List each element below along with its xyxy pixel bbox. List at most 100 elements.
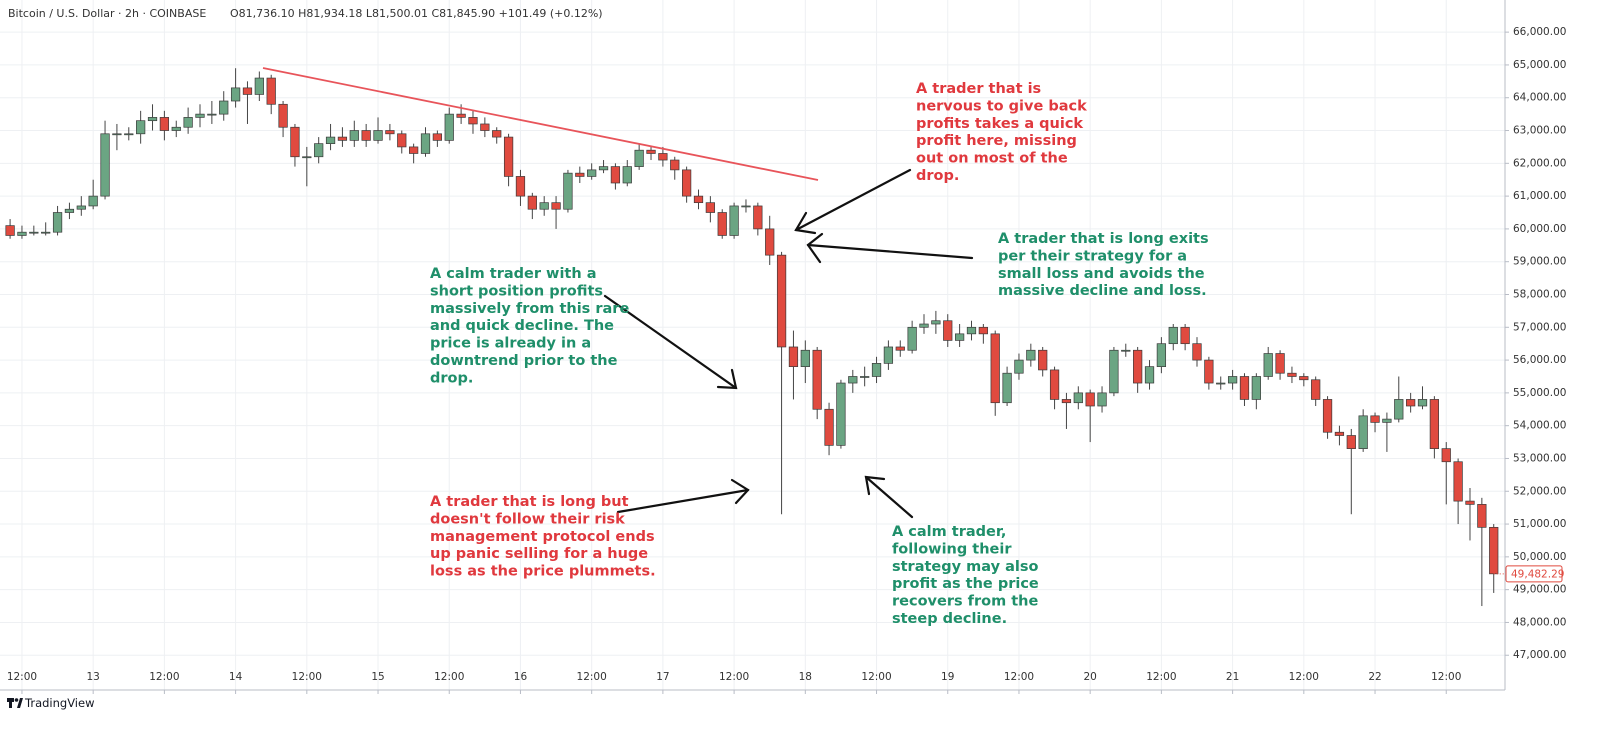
candle-body bbox=[978, 326, 988, 335]
candle-body bbox=[183, 117, 193, 128]
annotation-line: profit here, missing bbox=[916, 133, 1077, 149]
candle-body bbox=[800, 349, 810, 367]
candle-body bbox=[1180, 326, 1190, 345]
y-tick-label: 52,000.00 bbox=[1513, 485, 1566, 497]
candle-body bbox=[385, 130, 395, 135]
candle-body bbox=[1311, 379, 1321, 400]
candle-body bbox=[765, 228, 775, 256]
arrows bbox=[603, 168, 974, 519]
candle-body bbox=[824, 408, 834, 446]
candle-body bbox=[88, 195, 98, 207]
grid bbox=[0, 0, 1505, 690]
candle-body bbox=[895, 346, 905, 351]
y-tick-label: 62,000.00 bbox=[1513, 157, 1566, 169]
y-tick-label: 60,000.00 bbox=[1513, 223, 1566, 235]
candle-body bbox=[1453, 461, 1463, 502]
candle-body bbox=[990, 333, 1000, 404]
candle-body bbox=[1133, 349, 1143, 384]
candle-body bbox=[17, 231, 27, 236]
candle-body bbox=[587, 169, 597, 177]
candle-body bbox=[705, 202, 715, 213]
annotation-line: A trader that is bbox=[916, 81, 1041, 97]
candle-body bbox=[836, 382, 846, 446]
x-tick-label: 16 bbox=[514, 671, 528, 683]
candle-body bbox=[1358, 415, 1368, 449]
candle-body bbox=[598, 166, 609, 171]
candle-body bbox=[409, 146, 419, 154]
brand-logo bbox=[14, 698, 19, 702]
candle-body bbox=[1073, 392, 1083, 404]
y-tick-label: 49,000.00 bbox=[1513, 584, 1566, 596]
candle-body bbox=[52, 212, 63, 233]
candle-body bbox=[563, 172, 573, 210]
candle-body bbox=[1192, 343, 1202, 361]
candle-body bbox=[871, 363, 882, 377]
annotation-line: up panic selling for a huge bbox=[430, 546, 648, 562]
y-tick-label: 50,000.00 bbox=[1513, 551, 1566, 563]
candle-body bbox=[1144, 366, 1155, 384]
candle-body bbox=[5, 225, 15, 236]
candle-body bbox=[254, 77, 264, 95]
candle-body bbox=[29, 231, 39, 234]
candle-body bbox=[1489, 526, 1499, 575]
annotation-line: profits takes a quick bbox=[916, 116, 1083, 132]
x-tick-label: 12:00 bbox=[861, 671, 891, 683]
candle-body bbox=[100, 133, 110, 197]
candle-body bbox=[219, 100, 229, 115]
annotation-line: out on most of the bbox=[916, 151, 1068, 167]
x-tick-label: 22 bbox=[1368, 671, 1381, 683]
candle-body bbox=[503, 136, 514, 177]
x-tick-label: 13 bbox=[86, 671, 99, 683]
candle-body bbox=[717, 212, 727, 236]
trend-line bbox=[262, 67, 819, 181]
y-tick-label: 58,000.00 bbox=[1513, 288, 1566, 300]
candle-body bbox=[1109, 349, 1119, 394]
annotation-line: loss as the price plummets. bbox=[430, 564, 656, 580]
brand-logo bbox=[9, 698, 12, 708]
candle-body bbox=[314, 143, 324, 158]
x-tick-label: 12:00 bbox=[434, 671, 464, 683]
x-tick-label: 14 bbox=[229, 671, 243, 683]
candle-body bbox=[361, 130, 371, 141]
candle-body bbox=[1038, 349, 1048, 371]
y-tick-label: 61,000.00 bbox=[1513, 190, 1566, 202]
candle-body bbox=[64, 208, 75, 213]
chart-title: Bitcoin / U.S. Dollar · 2h · COINBASE bbox=[8, 7, 206, 20]
annotation-line: drop. bbox=[916, 168, 959, 184]
candle-body bbox=[1465, 500, 1475, 505]
annotation-line: A calm trader with a bbox=[430, 266, 597, 282]
candle-body bbox=[527, 195, 537, 210]
candle-body bbox=[1239, 376, 1250, 400]
candle-body bbox=[931, 320, 941, 325]
candle-body bbox=[1394, 399, 1404, 420]
candle-body bbox=[693, 195, 704, 204]
last-price-box bbox=[1505, 565, 1563, 583]
y-tick-label: 51,000.00 bbox=[1513, 518, 1566, 530]
arrow bbox=[616, 488, 750, 514]
candle-body bbox=[1334, 431, 1345, 436]
annotation-line: A trader that is long exits bbox=[998, 231, 1209, 247]
candle-body bbox=[1263, 353, 1273, 377]
candle-body bbox=[1204, 359, 1214, 384]
candle-body bbox=[943, 320, 953, 341]
candle-body bbox=[112, 133, 122, 136]
candle-body bbox=[1441, 448, 1451, 463]
annotation-line: price is already in a bbox=[430, 336, 591, 352]
x-tick-label: 12:00 bbox=[577, 671, 607, 683]
candle-body bbox=[622, 166, 632, 184]
candle-body bbox=[147, 117, 158, 122]
candle-body bbox=[444, 113, 454, 141]
candle-body bbox=[397, 133, 407, 148]
arrow bbox=[794, 168, 912, 232]
annotation-line: A calm trader, bbox=[892, 524, 1006, 540]
candle-body bbox=[420, 133, 431, 154]
x-tick-label: 12:00 bbox=[292, 671, 322, 683]
x-tick-label: 12:00 bbox=[1146, 671, 1176, 683]
x-tick-label: 21 bbox=[1226, 671, 1239, 683]
annotation-line: following their bbox=[892, 541, 1012, 557]
annotation-line: management protocol ends bbox=[430, 529, 655, 545]
annotation-line: per their strategy for a bbox=[998, 248, 1187, 264]
candle-body bbox=[1429, 399, 1440, 449]
